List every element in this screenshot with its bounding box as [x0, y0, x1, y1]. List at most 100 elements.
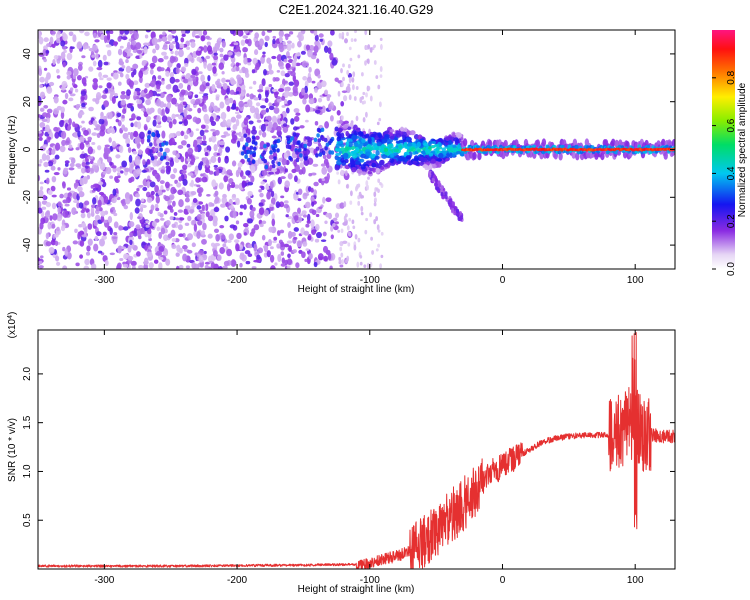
- spectrogram-cell-945: [263, 245, 268, 249]
- spectrogram-x-ticks: -300 -200 -100 0 100: [94, 30, 644, 286]
- spectrogram-cell-851: [135, 55, 141, 60]
- spectrogram-cell-2223: [175, 42, 180, 50]
- spectrogram-cell-1028: [310, 172, 317, 176]
- spectrogram-cell-1117: [64, 92, 69, 100]
- spectrogram-cell-2474: [379, 101, 382, 108]
- spectrogram-cell-1558: [162, 46, 168, 50]
- spectrogram-cell-250: [88, 66, 94, 72]
- spectrogram-cell-1539: [330, 225, 334, 232]
- spectrogram-cell-2173: [169, 42, 174, 46]
- spectrogram-cell-1820: [341, 90, 348, 94]
- spectrogram-cell-333: [249, 93, 255, 100]
- spectrogram-cell-163: [285, 107, 290, 114]
- spectrogram-cell-819: [60, 111, 65, 120]
- spectrogram-cell-2378: [38, 130, 42, 134]
- spectrogram-cell-1950: [193, 223, 198, 232]
- spectrogram-cell-2604: [355, 115, 359, 122]
- spectrogram-cell-341: [260, 105, 267, 109]
- spectrogram-cell-1156: [196, 138, 203, 144]
- spectrogram-cell-2187: [156, 138, 161, 145]
- spectrogram-cell-3626: [663, 151, 668, 160]
- spectrogram-cell-532: [61, 80, 68, 88]
- spectrogram-cell-2297: [298, 216, 303, 223]
- spectrogram-cell-1390: [284, 80, 288, 84]
- spectrogram-cell-220: [297, 40, 302, 48]
- spectrogram-cell-3194: [344, 146, 349, 152]
- spectrogram-cell-1502: [315, 213, 320, 218]
- spectrogram-cell-3315: [431, 162, 436, 167]
- spectrogram-cell-1468: [246, 93, 250, 98]
- spectrogram-cell-2116: [50, 185, 56, 192]
- spectrogram-cell-148: [117, 81, 122, 86]
- spectrogram-cell-2171: [201, 230, 205, 236]
- spectrogram-cell-2142: [44, 124, 50, 132]
- spectrogram-cell-2560: [349, 57, 353, 62]
- spectrogram-cell-3354: [337, 127, 343, 133]
- spectrogram-cell-1183: [247, 181, 254, 186]
- colorbar-tick-label: 0.2: [726, 214, 737, 228]
- spectrogram-cell-1119: [306, 213, 311, 222]
- spectrogram-cell-1595: [322, 196, 326, 204]
- colorbar-tick-label: 0.8: [726, 70, 737, 84]
- spectrogram-cell-2690: [285, 144, 290, 149]
- spectrogram-cell-377: [321, 105, 326, 114]
- spectrogram-cell-2619: [149, 149, 153, 154]
- spectrogram-cell-1538: [169, 216, 174, 221]
- spectrogram-cell-2181: [247, 190, 253, 197]
- spectrogram-cell-1668: [38, 200, 42, 209]
- spectrogram-cell-968: [39, 107, 45, 112]
- spectrogram-cell-896: [131, 265, 136, 269]
- spectrogram-cell-2395: [281, 95, 286, 101]
- spectrogram-cell-2324: [218, 62, 225, 70]
- spectrogram-cell-1886: [278, 44, 285, 53]
- spectrogram-cell-2699: [323, 137, 328, 143]
- spectrogram-cell-2595: [357, 200, 361, 206]
- snr-y-tick-label: 2.0: [22, 367, 33, 381]
- spectrogram-cell-2009: [220, 203, 226, 208]
- spectrogram-cell-2262: [79, 111, 85, 116]
- spectrogram-cell-2435: [356, 261, 360, 268]
- spectrogram-cell-1629: [293, 115, 300, 122]
- spectrogram-cell-3177: [336, 136, 342, 142]
- spectrogram-cell-769: [68, 144, 73, 149]
- spectrogram-cell-2397: [200, 35, 205, 42]
- spectrogram-cell-1320: [314, 87, 318, 93]
- spectrogram-cell-1551: [80, 90, 87, 96]
- snr-series-line: [38, 332, 675, 569]
- spectrogram-cell-2650: [264, 164, 269, 170]
- spectrogram-cell-1017: [161, 130, 166, 139]
- spectrogram-cell-2184: [286, 265, 291, 269]
- spectrogram-cell-2302: [137, 216, 141, 219]
- spectrogram-cell-2057: [114, 178, 120, 183]
- spectrogram-cell-910: [199, 84, 206, 93]
- spectrogram-cell-441: [43, 104, 49, 109]
- spectrogram-cell-1768: [145, 93, 151, 99]
- spectrogram-cell-2202: [296, 35, 301, 38]
- spectrogram-cell-1078: [124, 30, 130, 35]
- spectrogram-cell-2562: [343, 215, 347, 222]
- spectrogram-cell-2240: [134, 159, 141, 166]
- spectrogram-cell-1942: [178, 115, 183, 120]
- spectrogram-cell-937: [177, 209, 184, 213]
- spectrogram-x-label: Height of straight line (km): [298, 284, 415, 295]
- spectrogram-cell-106: [142, 186, 148, 192]
- spectrogram-cell-2354: [120, 91, 126, 95]
- spectrogram-cell-3492: [503, 139, 508, 148]
- spectrogram-cell-2351: [111, 236, 118, 240]
- spectrogram-cell-1725: [281, 157, 287, 166]
- spectrogram-cell-2179: [119, 257, 124, 262]
- spectrogram-cell-2206: [111, 197, 117, 204]
- spectrogram-cell-397: [213, 144, 218, 152]
- spectrogram-cell-1686: [181, 170, 187, 174]
- spectrogram-cell-1266: [206, 41, 211, 46]
- spectrogram-cell-2662: [273, 156, 277, 161]
- colorbar-tick-label: 0.6: [726, 118, 737, 132]
- spectrogram-cell-2545: [338, 259, 342, 263]
- spectrogram-cell-713: [189, 182, 193, 187]
- spectrogram-cell-2217: [73, 123, 78, 128]
- spectrogram-cell-2199: [148, 246, 152, 250]
- spectrogram-cell-1221: [100, 111, 104, 118]
- spectrogram-cell-2461: [354, 234, 358, 240]
- spectrogram-cell-303: [228, 233, 234, 241]
- spectrogram-cell-516: [194, 35, 201, 39]
